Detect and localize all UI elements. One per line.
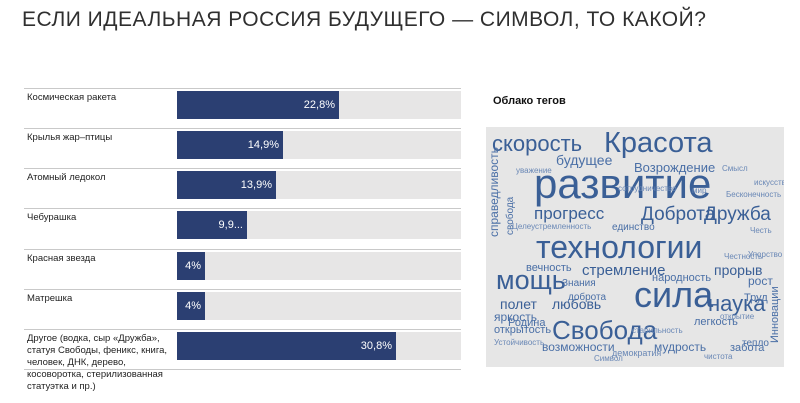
tag-cloud: скорость Красота развитие будущее Возрождени… (486, 127, 784, 367)
tag-word: мощь (496, 265, 566, 295)
tag-word: стабильность (632, 326, 683, 335)
row-divider (24, 88, 461, 89)
category-label: Матрешка (27, 293, 73, 304)
bar-track: 22,8% (177, 91, 461, 119)
tag-word: прогресс (534, 204, 605, 223)
bar-value-label: 4% (185, 300, 201, 312)
tag-word: возможности (542, 340, 615, 354)
category-label: Крылья жар–птицы (27, 132, 113, 143)
bar (177, 91, 339, 119)
tag-word: Труд (744, 292, 768, 304)
tag-word: Символ (594, 354, 623, 363)
tag-word: Красота (604, 127, 713, 159)
bar-track: 4% (177, 292, 461, 320)
bar (177, 131, 283, 159)
category-label: Красная звезда (27, 253, 96, 264)
bar-track: 13,9% (177, 171, 461, 199)
tag-word: открытость (494, 324, 552, 336)
row-divider (24, 208, 461, 209)
tag-word: забота (730, 342, 765, 354)
row-divider (24, 369, 461, 370)
row-divider (24, 128, 461, 129)
bar-value-label: 13,9% (240, 179, 272, 191)
tag-word: вечность (526, 262, 572, 274)
tag-word: Дружба (704, 204, 771, 225)
tag-word: технологии (536, 229, 703, 265)
tag-word: мир (692, 186, 707, 195)
row-divider (24, 249, 461, 250)
bar-chart: Космическая ракета 22,8% Крылья жар–птицы 1… (24, 88, 461, 392)
row-divider (24, 329, 461, 330)
tag-word: будущее (556, 152, 613, 168)
tag-cloud-title: Облако тегов (493, 95, 566, 107)
tag-word: стремление (582, 262, 666, 279)
tag-word: Честность (724, 252, 763, 261)
tag-word: Знания (562, 278, 596, 289)
bar-value-label: 22,8% (303, 99, 335, 111)
tag-word: единство (612, 222, 655, 233)
tag-word: легкость (694, 316, 738, 328)
tag-word: прорыв (714, 262, 763, 278)
bar-track: 14,9% (177, 131, 461, 159)
bar-value-label: 9,9... (218, 219, 243, 231)
tag-word: Целеустремленность (512, 222, 592, 231)
category-label: Другое (водка, сыр «Дружба», статуя Своб… (27, 333, 168, 392)
tag-word: сила (634, 274, 714, 315)
tag-word: Упорство (748, 250, 783, 259)
tag-word: полет (500, 296, 537, 312)
tag-word: наука (708, 291, 766, 316)
tag-word: Возрождение (634, 160, 716, 175)
row-divider (24, 168, 461, 169)
tag-word: развитие (534, 160, 712, 207)
bar (177, 292, 205, 320)
tag-word: справедливость (487, 147, 501, 237)
tag-word: уважение (516, 166, 552, 175)
tag-word: искусство (754, 178, 784, 187)
tag-word: Бесконечность (726, 190, 782, 199)
tag-word: любовь (552, 296, 602, 312)
tag-word: Честь (750, 226, 772, 235)
tag-word: яркость (494, 310, 537, 324)
tag-word: Инновации (769, 286, 781, 343)
tag-word: скорость (492, 131, 583, 156)
tag-word: Доброта (641, 204, 716, 225)
bar-value-label: 14,9% (247, 139, 279, 151)
tag-word: рост (748, 274, 773, 288)
category-label: Атомный ледокол (27, 172, 106, 183)
tag-word: Смысл (722, 164, 748, 173)
bar-track: 9,9... (177, 211, 461, 239)
tag-word: доброта (568, 292, 607, 303)
bar-track: 4% (177, 252, 461, 280)
bar-value-label: 30,8% (360, 340, 392, 352)
bar (177, 252, 205, 280)
tag-word: открытие (720, 312, 755, 321)
bar-track: 30,8% (177, 332, 461, 360)
bar-value-label: 4% (185, 260, 201, 272)
tag-word: Свобода (552, 315, 658, 345)
tag-word: тепло (742, 338, 769, 349)
tag-word: Устойчивость (494, 338, 545, 347)
page-title: ЕСЛИ ИДЕАЛЬНАЯ РОССИЯ БУДУЩЕГО — СИМВОЛ,… (22, 8, 707, 31)
tag-word: сотрудничество (618, 184, 677, 193)
bar (177, 211, 247, 239)
category-label: Чебурашка (27, 212, 77, 223)
bar (177, 332, 396, 360)
category-label: Космическая ракета (27, 92, 117, 103)
tag-word: мудрость (654, 340, 707, 354)
bar (177, 171, 276, 199)
tag-word: народность (652, 272, 712, 284)
tag-word: демократия (612, 348, 662, 358)
tag-word: чистота (704, 352, 733, 361)
row-divider (24, 289, 461, 290)
tag-word: Родина (508, 317, 546, 329)
